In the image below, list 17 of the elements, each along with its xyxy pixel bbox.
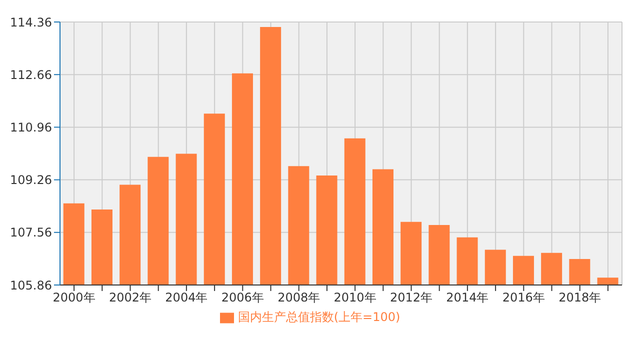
x-tick-label: 2006年 xyxy=(221,290,264,305)
y-tick-label: 112.66 xyxy=(10,68,52,82)
y-tick-label: 105.86 xyxy=(10,278,52,292)
legend-label: 国内生产总值指数(上年=100) xyxy=(238,310,400,324)
x-tick-label: 2012年 xyxy=(390,290,433,305)
x-tick-label: 2016年 xyxy=(502,290,545,305)
x-tick-label: 2014年 xyxy=(446,290,489,305)
y-tick-label: 114.36 xyxy=(10,15,52,30)
x-tick-label: 2000年 xyxy=(52,290,96,305)
y-tick-label: 109.26 xyxy=(10,173,52,188)
x-tick-label: 2002年 xyxy=(108,290,152,305)
x-tick-label: 2008年 xyxy=(278,290,320,305)
y-tick-label: 110.96 xyxy=(10,120,52,134)
x-tick-label: 2018年 xyxy=(558,290,602,305)
x-tick-label: 2010年 xyxy=(334,290,376,305)
y-tick-label: 107.56 xyxy=(10,226,52,240)
x-tick-label: 2004年 xyxy=(165,290,208,305)
